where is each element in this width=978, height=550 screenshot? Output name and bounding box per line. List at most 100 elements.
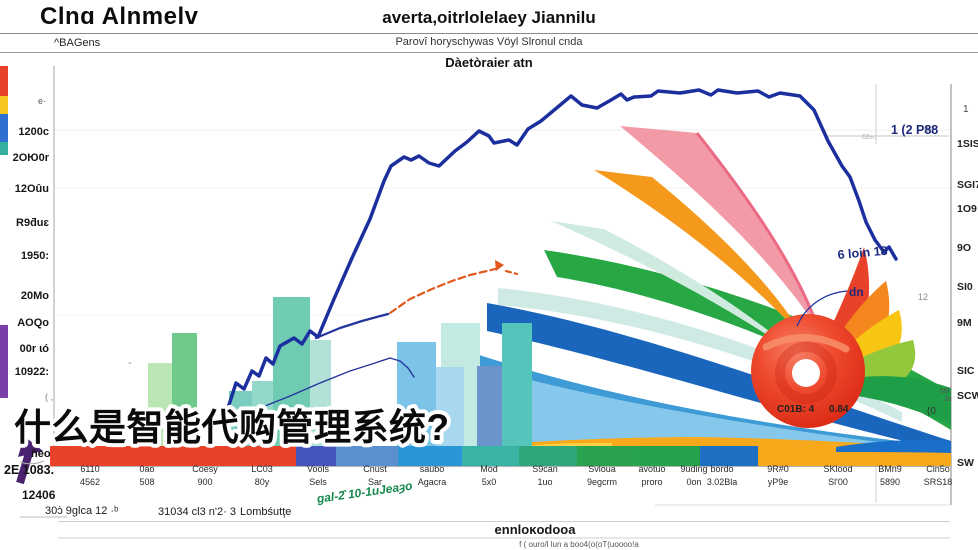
red-disc	[751, 314, 865, 428]
chart-annotation: 0.84	[829, 404, 849, 415]
strip-segment	[462, 446, 519, 467]
toolbar-text: ^BAGens	[54, 37, 101, 49]
bottom-axis-label-bottom: 900	[197, 477, 212, 487]
orange-line-arrowhead	[495, 260, 504, 271]
bottom-axis-label-top: bordo	[710, 464, 733, 474]
bottom-axis-label-bottom: 5x0	[482, 477, 497, 487]
chart-annotation: ( ,	[45, 392, 53, 402]
chart-annotation: 62ₘ.	[862, 134, 876, 141]
bottom-axis-label-top: Cnust	[363, 464, 387, 474]
chart-annotation: 1 (2 P88	[891, 123, 938, 137]
bottom-axis-label-bottom: 80y	[255, 477, 270, 487]
chart-title: averta,oitrlolelaey Jiannilu	[382, 8, 596, 27]
bottom-axis-label-bottom: 4562	[80, 477, 100, 487]
left-axis-label: 10922:	[15, 366, 49, 378]
strip-segment	[398, 446, 462, 467]
purple-arrow-shaft	[16, 451, 33, 485]
chart-annotation: dn	[849, 285, 864, 299]
bottom-axis-label-top: 9uding	[680, 464, 707, 474]
strip-segment	[336, 446, 398, 467]
bottom-axis-label-bottom: 1uo	[537, 477, 552, 487]
chart-bar	[229, 391, 252, 458]
red-disc-center	[792, 359, 820, 387]
petal-pink-edge	[695, 132, 821, 332]
bottom-axis-label-top: Vools	[307, 464, 330, 474]
left-axis-label: AOQo	[17, 317, 49, 329]
red-disc-ring	[775, 342, 837, 404]
bottom-axis-label-top: 6110	[80, 464, 99, 474]
strip-segment	[577, 446, 639, 467]
bottom-title: ennloĸodooa	[494, 522, 576, 537]
edge-strip-segment	[0, 66, 8, 96]
right-axis-label: 9M	[957, 317, 972, 329]
chart-annotation: e·	[38, 96, 46, 106]
left-axis-label: 2OЮ0r	[13, 152, 50, 164]
chart-annotation: -	[128, 357, 132, 369]
strip-segment	[296, 446, 336, 467]
bottom-axis-label-bottom: Agacra	[418, 477, 447, 487]
chart-annotation: ñeo	[31, 448, 51, 460]
left-axis-label: 1950:	[21, 250, 49, 262]
left-axis-label: 00r ɩó	[20, 343, 50, 355]
main-line	[226, 88, 898, 410]
right-axis-label: SGI7	[957, 179, 978, 191]
edge-strip-segment	[0, 96, 8, 114]
right-axis-label: SW	[957, 457, 974, 469]
bottom-axis-label-top: 9R#0	[767, 464, 789, 474]
left-axis-label: R9ƌuɛ	[16, 217, 50, 229]
right-axis-label: 1SIS	[957, 138, 978, 150]
chart-bar	[172, 333, 197, 458]
orange-line-tail	[504, 269, 519, 276]
edge-strip-segment	[0, 114, 8, 142]
axis-tick-labels: 1200c 2OЮ0r 12Oûu R9ƌuɛ 1950: 20Mo AOQo 00r ɩó 1…	[13, 126, 978, 487]
branch-line	[314, 312, 390, 340]
chart-annotation: Jo	[944, 396, 952, 403]
right-axis-label: 1O9	[957, 203, 977, 215]
header-divider-1	[0, 33, 978, 34]
bottom-axis-label-bottom: Sels	[309, 477, 327, 487]
left-axis-label: 20Mo	[21, 290, 49, 302]
bottom-axis-label-bottom: 9egcrm	[587, 477, 617, 487]
chart-bar	[397, 342, 436, 458]
chart-annotation: 6 loin 18	[837, 244, 888, 262]
fan-blade-blue	[836, 440, 951, 453]
band-green	[544, 250, 951, 430]
right-axis-label: 9O	[957, 242, 971, 254]
bottom-axis-label-top: saubo	[420, 464, 445, 474]
bottom-axis-label-top: Mod	[480, 464, 498, 474]
strip-segment	[519, 446, 577, 467]
bottom-axis-label-bottom: 5890	[880, 477, 900, 487]
chart-bar	[477, 366, 504, 458]
red-disc-highlight	[762, 334, 850, 353]
purple-arrow-head	[18, 436, 43, 457]
orange-dashed-line	[388, 266, 501, 315]
left-edge-strip	[0, 66, 8, 398]
legend-item-3: Lombśutţe	[240, 506, 292, 518]
bottom-axis-label-bottom: 3.02Bla	[707, 477, 738, 487]
bottom-axis-label-bottom: 508	[139, 477, 154, 487]
chart-bar	[252, 381, 273, 458]
chart-subtitle-2: Dàetòraier atn	[445, 55, 533, 70]
bottom-axis-label-bottom: proro	[641, 477, 662, 487]
right-axis-label: SIC	[957, 365, 975, 377]
bottom-note: f ( ouro/l lun a boo4(o(oT(uoooo!a	[519, 540, 639, 549]
bottom-axis-label-top: LC03	[251, 464, 273, 474]
bottom-axis-label-top: avotuo	[638, 464, 665, 474]
thin-line	[232, 357, 415, 417]
headline-overlay: 什么是智能代购管理系统?	[14, 407, 450, 448]
legend-item-1: 30ɔ̀ 9glca 12 ·ᵇ	[45, 505, 119, 517]
corner-label-2: 12406	[22, 488, 56, 502]
app-title: Clnɑ Alnmelv	[40, 3, 199, 30]
left-axis-label: 12Oûu	[15, 183, 49, 195]
bottom-axis-label-bottom: yP9e	[768, 477, 789, 487]
purple-arrow	[16, 436, 43, 485]
chart-annotation: 66ĩ	[940, 388, 951, 395]
petal-pink	[620, 126, 819, 331]
chart-subtitle: Parovî horyschywas Vöyl Slronul cnda	[395, 36, 583, 48]
chart-bar	[148, 363, 172, 458]
chart-bar	[273, 297, 310, 458]
left-axis-label: 1200c	[18, 126, 49, 138]
chart-bar	[310, 340, 331, 458]
